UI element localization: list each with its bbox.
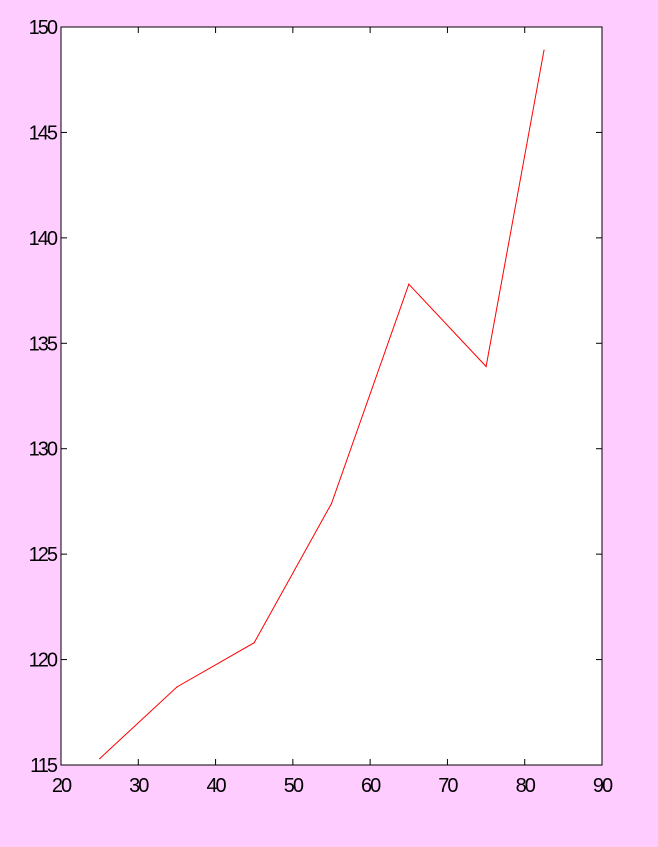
y-tick-label: 150 — [29, 17, 58, 39]
data-point — [99, 758, 101, 760]
data-point — [176, 686, 178, 688]
y-tick-label: 125 — [29, 544, 58, 566]
data-point — [408, 283, 410, 285]
plot-area — [60, 26, 603, 766]
y-tick-label: 130 — [29, 439, 58, 461]
x-tick-label: 50 — [284, 775, 304, 797]
data-point — [543, 49, 545, 51]
data-point — [253, 642, 255, 644]
x-tick-label: 70 — [438, 775, 458, 797]
x-tick-label: 90 — [593, 775, 613, 797]
y-tick-label: 145 — [29, 122, 58, 144]
x-tick-label: 40 — [206, 775, 226, 797]
y-tick-label: 135 — [29, 333, 58, 355]
x-tick-label: 80 — [516, 775, 536, 797]
x-tick-label: 60 — [361, 775, 381, 797]
y-tick-label: 120 — [29, 650, 58, 672]
tick-labels: 20 30 40 50 60 70 80 90 115 120 125 130 135 140 145 150 — [29, 17, 615, 797]
x-tick-label: 20 — [52, 775, 72, 797]
y-tick-label: 115 — [30, 755, 58, 777]
y-tick-label: 140 — [29, 228, 58, 250]
series-group — [99, 49, 545, 760]
data-point — [330, 502, 333, 505]
data-point — [485, 365, 487, 368]
x-tick-label: 30 — [129, 775, 149, 797]
tick-marks — [60, 26, 603, 766]
